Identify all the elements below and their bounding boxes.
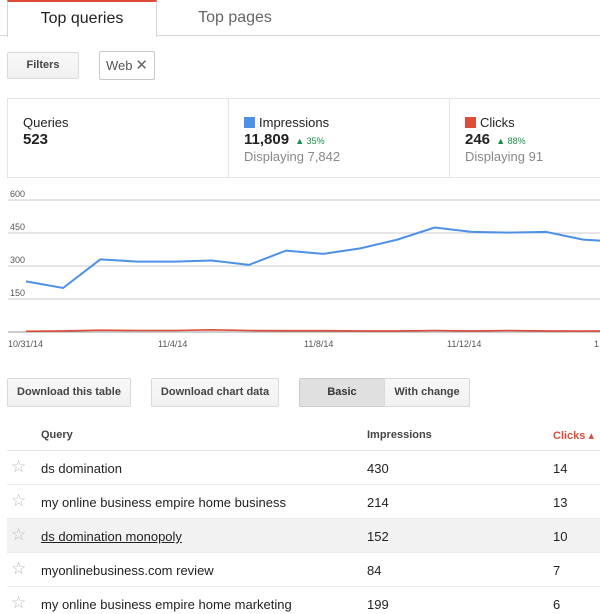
star-icon[interactable]: ☆ (11, 491, 27, 510)
change-badge: ▲ 35% (295, 136, 324, 146)
header-clicks[interactable]: Clicks ▴ (553, 430, 594, 442)
star-icon[interactable]: ☆ (11, 457, 27, 476)
download-chart-button[interactable]: Download chart data (151, 378, 279, 407)
displaying-text: Displaying 91 (465, 149, 544, 164)
metric-label: Queries (23, 115, 69, 130)
tab-top-pages[interactable]: Top pages (198, 9, 272, 26)
close-icon[interactable]: ✕ (135, 57, 148, 74)
clicks-swatch-icon (465, 117, 476, 128)
clicks-value: 6 (553, 597, 561, 612)
metric-queries[interactable]: Queries 523 (8, 99, 229, 177)
x-tick-label: 11/12/14 (447, 339, 481, 349)
impressions-swatch-icon (244, 117, 255, 128)
metric-label-row: Clicks (465, 115, 600, 130)
star-icon[interactable]: ☆ (11, 559, 27, 578)
impressions-value: 152 (367, 529, 389, 544)
x-tick-label: 11/4/14 (158, 339, 187, 349)
tab-top-queries[interactable]: Top queries (7, 0, 157, 37)
displaying-text: Displaying 7,842 (244, 149, 341, 164)
y-tick-label: 450 (10, 222, 25, 232)
clicks-value: 13 (553, 495, 568, 510)
download-table-button[interactable]: Download this table (7, 378, 131, 407)
y-tick-label: 600 (10, 190, 25, 199)
star-icon[interactable]: ☆ (11, 593, 27, 612)
y-tick-label: 150 (10, 288, 25, 298)
metric-clicks[interactable]: Clicks 246 ▲ 88% Displaying 91 (450, 99, 600, 177)
metric-value: 246 (465, 131, 491, 148)
filters-button[interactable]: Filters (7, 52, 79, 79)
table-header: Query Impressions Clicks ▴ (7, 420, 600, 451)
query-text[interactable]: my online business empire home marketing (41, 597, 292, 612)
header-impressions[interactable]: Impressions (367, 429, 432, 441)
series-line (25, 226, 600, 290)
queries-table: Query Impressions Clicks ▴ ☆ ds dominati… (7, 420, 600, 614)
metric-label-row: Impressions (244, 115, 449, 130)
table-row: ☆ ds domination monopoly 152 10 (7, 519, 600, 553)
header-query[interactable]: Query (41, 429, 73, 441)
impressions-value: 214 (367, 495, 389, 510)
tab-bar: Top queries Top pages (0, 0, 600, 37)
x-tick-label: 11/8/14 (304, 339, 333, 349)
change-badge: ▲ 88% (496, 136, 525, 146)
with-change-toggle-button[interactable]: With change (384, 378, 470, 407)
filter-chip-label: Web (106, 58, 133, 73)
arrow-up-icon: ▲ (295, 136, 305, 146)
star-icon[interactable]: ☆ (11, 525, 27, 544)
query-text[interactable]: myonlinebusiness.com review (41, 563, 214, 578)
y-tick-label: 300 (10, 255, 25, 265)
table-row: ☆ my online business empire home busines… (7, 485, 600, 519)
query-text[interactable]: ds domination (41, 461, 122, 476)
metric-value-row: 246 ▲ 88% (465, 131, 600, 148)
clicks-value: 14 (553, 461, 568, 476)
query-text[interactable]: ds domination monopoly (41, 529, 182, 544)
metric-label: Impressions (259, 115, 330, 130)
metrics-panel: Queries 523 Impressions 11,809 ▲ 35% Dis… (7, 98, 600, 178)
clicks-value: 10 (553, 529, 568, 544)
line-chart: 600 450 300 150 10/31/14 11/4/14 11/8/14 11/12/… (0, 190, 600, 355)
arrow-up-icon: ▲ (496, 136, 506, 146)
x-tick-label: 10/31/14 (8, 339, 43, 349)
query-text[interactable]: my online business empire home business (41, 495, 286, 510)
impressions-value: 430 (367, 461, 389, 476)
series-line (25, 328, 600, 333)
metric-value: 523 (23, 131, 49, 148)
metric-label: Clicks (480, 115, 515, 130)
table-row: ☆ myonlinebusiness.com review 84 7 (7, 553, 600, 587)
table-row: ☆ ds domination 430 14 (7, 451, 600, 485)
x-tick-label: 1 (594, 339, 599, 349)
metric-impressions[interactable]: Impressions 11,809 ▲ 35% Displaying 7,84… (229, 99, 450, 177)
impressions-value: 199 (367, 597, 389, 612)
metric-value: 11,809 (244, 131, 290, 148)
metric-value-row: 11,809 ▲ 35% (244, 131, 449, 148)
filter-chip-web: Web ✕ (99, 51, 155, 80)
chart-svg: 600 450 300 150 10/31/14 11/4/14 11/8/14 11/12/… (8, 190, 600, 349)
impressions-value: 84 (367, 563, 382, 578)
table-row: ☆ my online business empire home marketi… (7, 587, 600, 614)
change-value: 88% (507, 136, 526, 146)
change-value: 35% (306, 136, 325, 146)
clicks-value: 7 (553, 563, 561, 578)
basic-toggle-button[interactable]: Basic (299, 378, 385, 407)
